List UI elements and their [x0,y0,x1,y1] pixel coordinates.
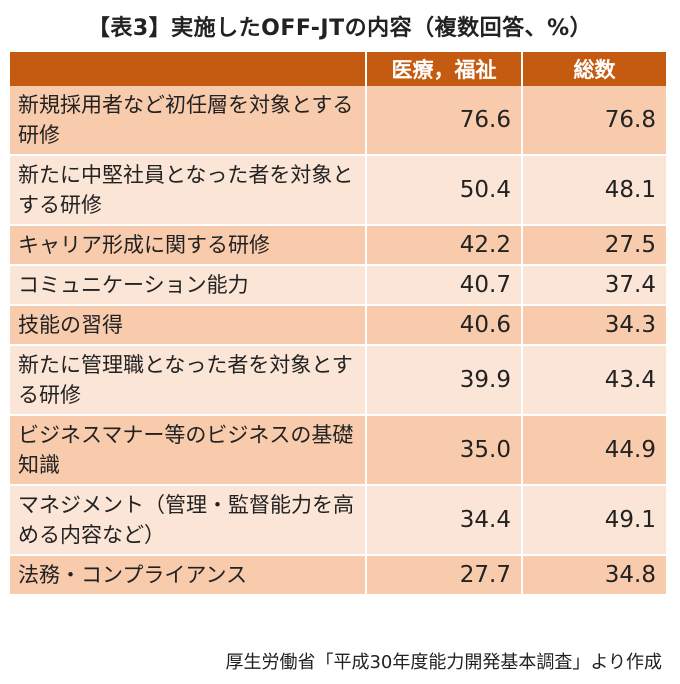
table-row: 新たに管理職となった者を対象とする研修 39.9 43.4 [10,345,666,416]
table-title: 【表3】実施したOFF-JTの内容（複数回答、%） [87,16,593,41]
table-row: コミュニケーション能力 40.7 37.4 [10,265,666,306]
row-label: 新たに中堅社員となった者を対象とする研修 [10,155,367,226]
table-row: キャリア形成に関する研修 42.2 27.5 [10,225,666,266]
value-total: 34.8 [522,555,666,596]
row-label: マネジメント（管理・監督能力を高める内容など） [10,485,367,556]
value-total: 34.3 [522,305,666,346]
table-row: 新たに中堅社員となった者を対象とする研修 50.4 48.1 [10,155,666,226]
value-medical-welfare: 50.4 [366,155,523,226]
source-note: 厚生労働省「平成30年度能力開発基本調査」より作成 [225,652,662,673]
header-total: 総数 [522,52,666,86]
value-total: 48.1 [522,155,666,226]
table-row: マネジメント（管理・監督能力を高める内容など） 34.4 49.1 [10,485,666,556]
value-medical-welfare: 27.7 [366,555,523,596]
value-medical-welfare: 40.6 [366,305,523,346]
value-medical-welfare: 35.0 [366,415,523,486]
value-total: 44.9 [522,415,666,486]
table-row: 技能の習得 40.6 34.3 [10,305,666,346]
value-total: 37.4 [522,265,666,306]
header-row: 医療，福祉 総数 [10,52,666,86]
row-label: コミュニケーション能力 [10,265,367,306]
value-medical-welfare: 76.6 [366,86,523,156]
value-medical-welfare: 40.7 [366,265,523,306]
table-row: ビジネスマナー等のビジネスの基礎知識 35.0 44.9 [10,415,666,486]
value-medical-welfare: 34.4 [366,485,523,556]
header-label-cell [10,52,367,86]
row-label: キャリア形成に関する研修 [10,225,367,266]
value-total: 49.1 [522,485,666,556]
row-label: 新たに管理職となった者を対象とする研修 [10,345,367,416]
row-label: 技能の習得 [10,305,367,346]
value-total: 43.4 [522,345,666,416]
table-row: 新規採用者など初任層を対象とする研修 76.6 76.8 [10,86,666,156]
header-medical-welfare: 医療，福祉 [366,52,523,86]
table-row: 法務・コンプライアンス 27.7 34.8 [10,555,666,596]
value-medical-welfare: 42.2 [366,225,523,266]
value-total: 27.5 [522,225,666,266]
value-total: 76.8 [522,86,666,156]
row-label: ビジネスマナー等のビジネスの基礎知識 [10,415,367,486]
row-label: 新規採用者など初任層を対象とする研修 [10,86,367,156]
row-label: 法務・コンプライアンス [10,555,367,596]
data-table: 医療，福祉 総数 新規採用者など初任層を対象とする研修 76.6 76.8 新た… [10,52,666,596]
value-medical-welfare: 39.9 [366,345,523,416]
